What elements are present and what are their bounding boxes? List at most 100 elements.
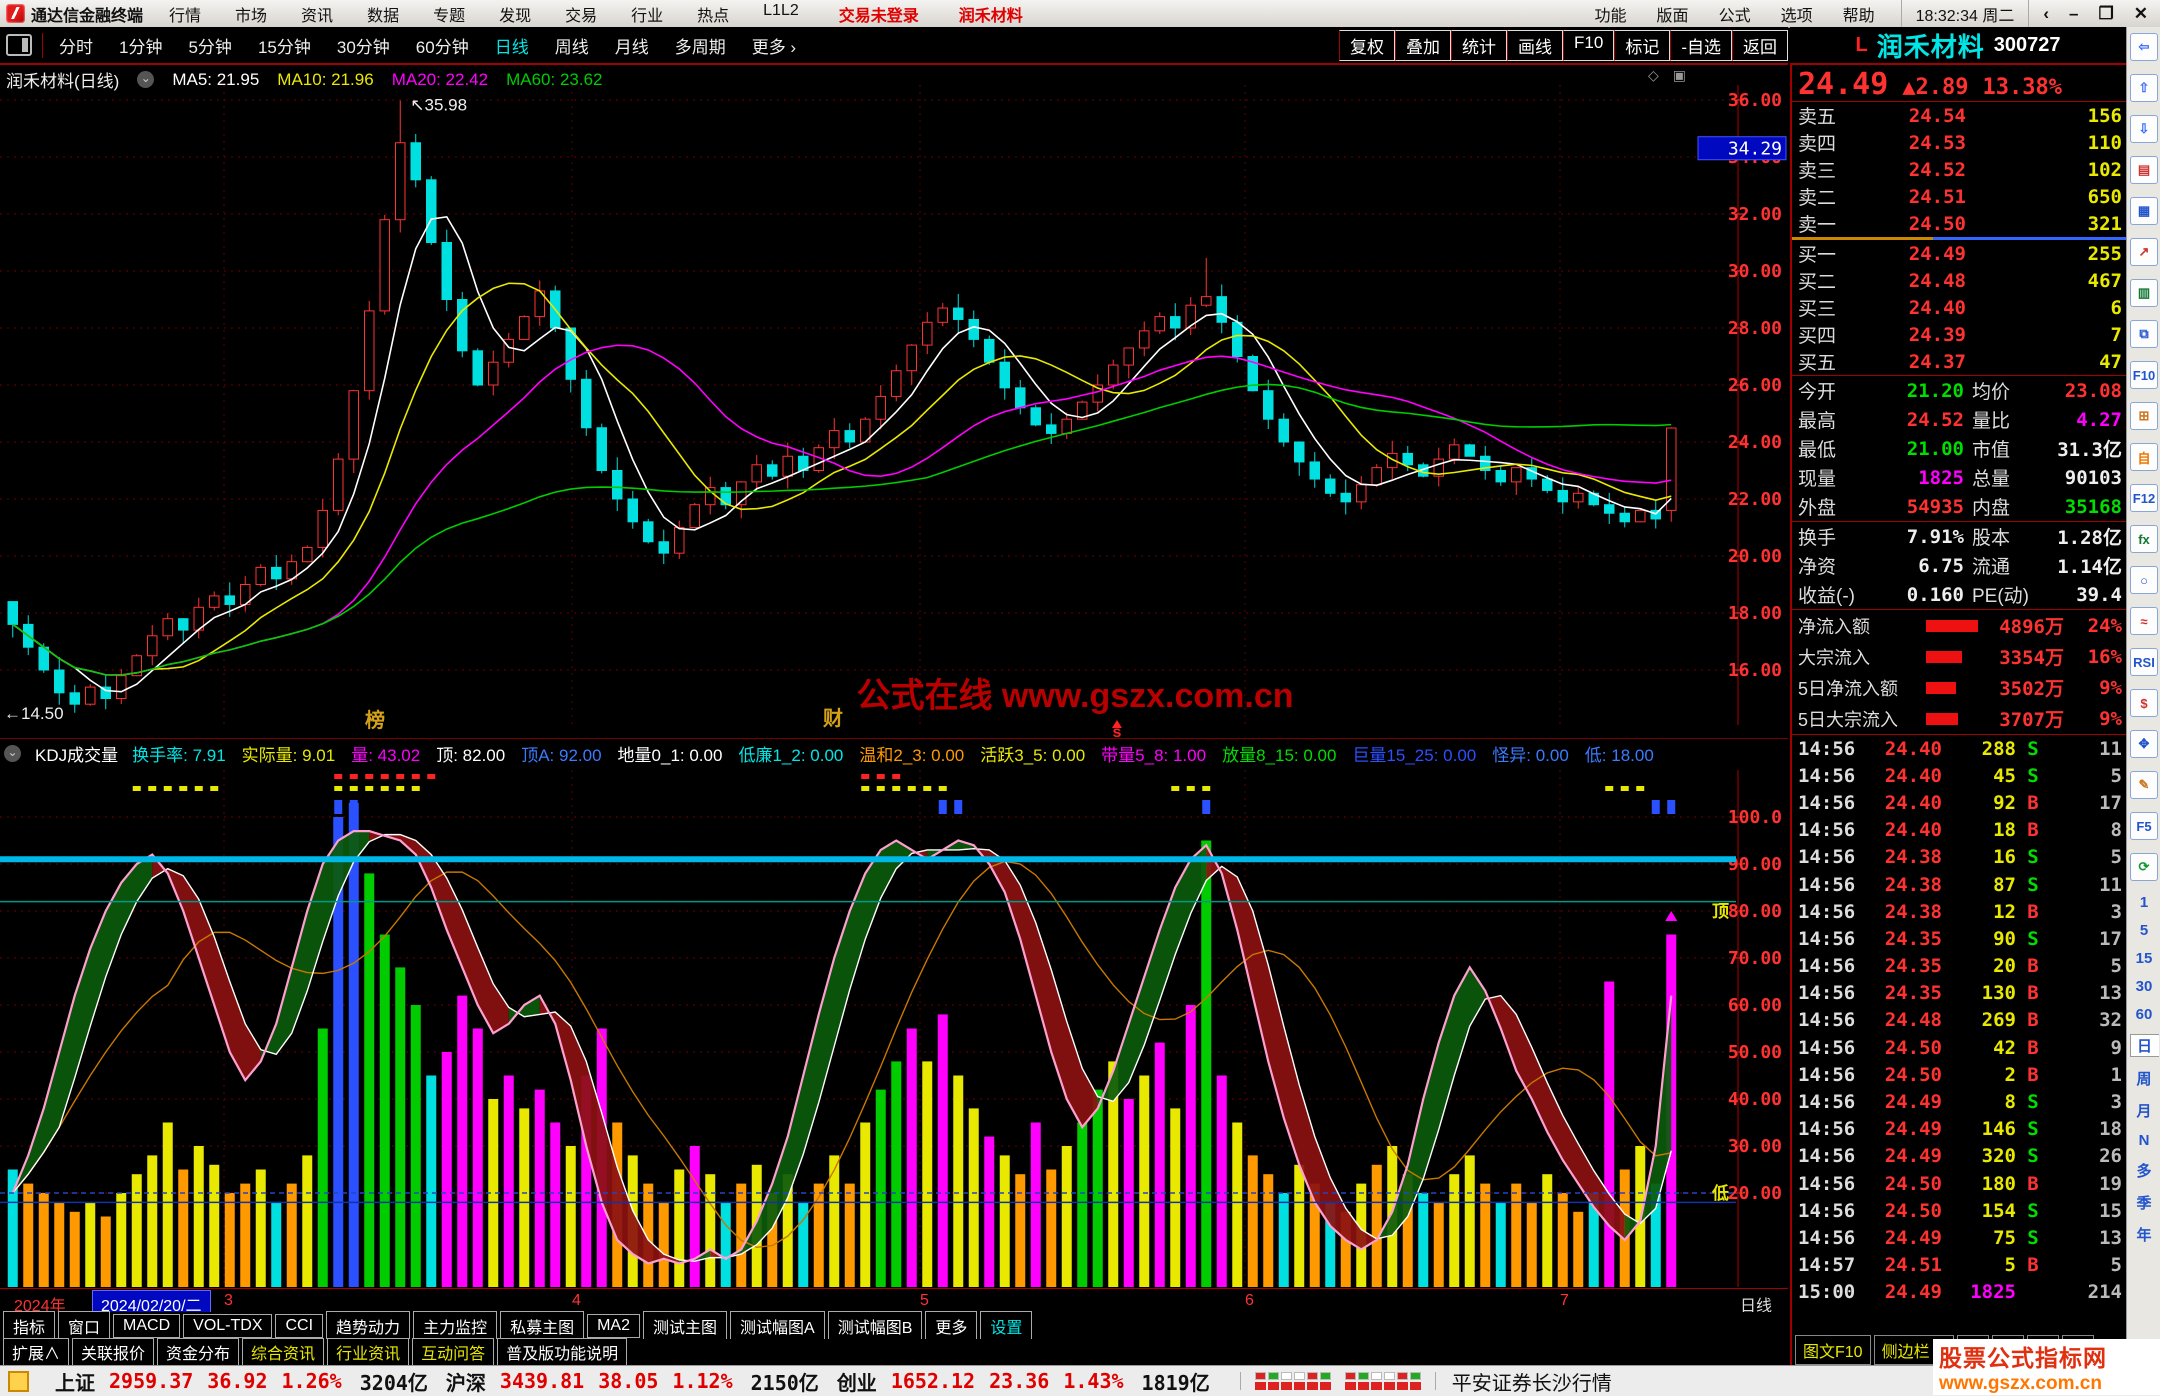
tab-资金分布[interactable]: 资金分布 [157, 1338, 240, 1366]
menu-item-热点[interactable]: 热点 [697, 7, 730, 25]
menu-item-行情[interactable]: 行情 [169, 7, 202, 25]
toolbar-button-F10[interactable]: F10 [1563, 29, 1615, 61]
app-logo-icon[interactable] [6, 4, 25, 23]
panel-icon[interactable]: ▣ [1672, 67, 1686, 83]
tab-指标[interactable]: 指标 [3, 1310, 56, 1341]
refresh-icon[interactable]: ⟳ [2130, 853, 2158, 881]
menu-item-发现[interactable]: 发现 [499, 7, 532, 25]
zixuan-icon[interactable]: 自 [2130, 443, 2158, 471]
menu-item-功能[interactable]: 功能 [1594, 7, 1627, 25]
index-name[interactable]: 上证 [55, 1372, 95, 1395]
f12-icon[interactable]: F12 [2130, 484, 2158, 512]
market-icon[interactable] [8, 1370, 29, 1392]
scroll-down-icon[interactable]: ⇩ [2130, 115, 2158, 143]
period-tab-周线[interactable]: 周线 [554, 37, 589, 57]
tab-MACD[interactable]: MACD [113, 1313, 181, 1338]
minimize-icon[interactable]: – [2069, 3, 2079, 23]
strip-period-日[interactable]: 日 [2129, 1034, 2159, 1057]
tab-窗口[interactable]: 窗口 [58, 1310, 111, 1341]
tab-MA2[interactable]: MA2 [587, 1313, 640, 1338]
toolbar-button-复权[interactable]: 复权 [1339, 29, 1396, 61]
strip-period-N[interactable]: N [2138, 1132, 2150, 1149]
toolbar-button-标记[interactable]: 标记 [1614, 29, 1671, 61]
scroll-up-icon[interactable]: ⇧ [2130, 74, 2158, 102]
strip-period-15[interactable]: 15 [2135, 950, 2153, 967]
toolbar-button-画线[interactable]: 画线 [1507, 29, 1564, 61]
index-name[interactable]: 创业 [836, 1372, 877, 1395]
panel-back-icon[interactable]: ⇦ [2130, 33, 2158, 61]
indicator-chart[interactable]: 100.0 90.00 80.00 70.00 60.00 50.00 40.00 30.00… [0, 766, 1788, 1288]
tab-互动问答[interactable]: 互动问答 [412, 1338, 495, 1366]
menu-item-数据[interactable]: 数据 [367, 7, 400, 25]
period-tab-月线[interactable]: 月线 [614, 37, 649, 57]
tab-扩展∧[interactable]: 扩展∧ [3, 1338, 70, 1366]
tab-私募主图[interactable]: 私募主图 [500, 1310, 585, 1341]
circle-icon[interactable]: ○ [2130, 566, 2158, 594]
strip-period-5[interactable]: 5 [2139, 922, 2149, 939]
menu-item-专题[interactable]: 专题 [433, 7, 466, 25]
strip-period-60[interactable]: 60 [2135, 1006, 2153, 1023]
menu-item-选项[interactable]: 选项 [1780, 7, 1813, 25]
menu-item-公式[interactable]: 公式 [1718, 7, 1751, 25]
toolbar-button--自选[interactable]: -自选 [1670, 29, 1732, 61]
candlestick-chart[interactable]: 36.0034.0032.0030.0028.0026.0024.0022.00… [0, 65, 1788, 741]
formula-icon[interactable]: fx [2130, 525, 2158, 553]
tab-趋势动力[interactable]: 趋势动力 [326, 1310, 411, 1341]
strip-period-1[interactable]: 1 [2139, 894, 2149, 911]
tab-行业资讯[interactable]: 行业资讯 [327, 1338, 410, 1366]
tab-测试幅图A[interactable]: 测试幅图A [730, 1310, 825, 1341]
tree-icon[interactable]: ⊞ [2130, 402, 2158, 430]
menu-item-L1L2[interactable]: L1L2 [763, 1, 799, 19]
strip-period-多[interactable]: 多 [2136, 1163, 2152, 1180]
menu-item-市场[interactable]: 市场 [235, 7, 268, 25]
tab-综合资讯[interactable]: 综合资讯 [242, 1338, 325, 1366]
period-tab-日线[interactable]: 日线 [494, 37, 529, 57]
current-stock-label[interactable]: 润禾材料 [958, 7, 1023, 25]
collapse-icon[interactable]: ⌄ [137, 71, 155, 88]
tab-主力监控[interactable]: 主力监控 [413, 1310, 498, 1341]
indicator-title[interactable]: KDJ成交量 [35, 745, 119, 765]
tab-更多[interactable]: 更多 [925, 1310, 978, 1341]
login-status[interactable]: 交易未登录 [838, 7, 919, 25]
strip-period-周[interactable]: 周 [2136, 1071, 2152, 1088]
index-name[interactable]: 沪深 [445, 1372, 486, 1395]
menu-item-帮助[interactable]: 帮助 [1842, 7, 1875, 25]
right-tab-图文F10[interactable]: 图文F10 [1795, 1335, 1871, 1365]
toolbar-button-统计[interactable]: 统计 [1451, 29, 1508, 61]
tab-测试主图[interactable]: 测试主图 [643, 1310, 728, 1341]
period-tab-更多 ›[interactable]: 更多 › [751, 37, 797, 57]
strip-period-季[interactable]: 季 [2136, 1195, 2152, 1212]
draw-icon[interactable]: ✎ [2130, 771, 2158, 799]
quote-table-icon[interactable]: ▦ [2130, 197, 2158, 225]
menu-item-行业[interactable]: 行业 [631, 7, 664, 25]
period-tab-15分钟[interactable]: 15分钟 [257, 37, 311, 57]
period-tab-30分钟[interactable]: 30分钟 [336, 37, 390, 57]
wave-icon[interactable]: ≈ [2130, 607, 2158, 635]
period-tab-1分钟[interactable]: 1分钟 [119, 37, 163, 57]
strip-period-月[interactable]: 月 [2136, 1103, 2152, 1120]
tab-VOL-TDX[interactable]: VOL-TDX [183, 1313, 273, 1338]
f5-icon[interactable]: F5 [2130, 812, 2158, 840]
strip-period-年[interactable]: 年 [2136, 1227, 2152, 1244]
tab-普及版功能说明[interactable]: 普及版功能说明 [497, 1338, 628, 1366]
strip-period-30[interactable]: 30 [2135, 978, 2153, 995]
indicator-panel[interactable]: 100.0 90.00 80.00 70.00 60.00 50.00 40.00 30.00… [0, 766, 1788, 1288]
tab-CCI[interactable]: CCI [275, 1313, 324, 1338]
toolbar-button-叠加[interactable]: 叠加 [1395, 29, 1452, 61]
period-tab-分时[interactable]: 分时 [59, 37, 93, 57]
period-tab-多周期[interactable]: 多周期 [674, 37, 726, 57]
trend-line-icon[interactable]: ↗ [2130, 238, 2158, 266]
history-back-icon[interactable]: ‹ [2043, 3, 2050, 23]
move-icon[interactable]: ✥ [2130, 730, 2158, 758]
tab-测试幅图B[interactable]: 测试幅图B [827, 1310, 923, 1341]
tab-关联报价[interactable]: 关联报价 [72, 1338, 155, 1366]
period-tab-5分钟[interactable]: 5分钟 [188, 37, 232, 57]
tab-设置[interactable]: 设置 [980, 1310, 1033, 1341]
maximize-icon[interactable]: ❐ [2098, 3, 2114, 23]
menu-item-版面[interactable]: 版面 [1656, 7, 1689, 25]
f10-icon[interactable]: F10 [2130, 361, 2158, 389]
collapse-icon[interactable]: ⌄ [4, 744, 21, 762]
main-chart[interactable]: 润禾材料(日线) ⌄ MA5: 21.95 MA10: 21.96 MA20: 22… [0, 65, 1788, 741]
period-tab-60分钟[interactable]: 60分钟 [415, 37, 469, 57]
pages-icon[interactable]: ⧉ [2130, 320, 2158, 348]
